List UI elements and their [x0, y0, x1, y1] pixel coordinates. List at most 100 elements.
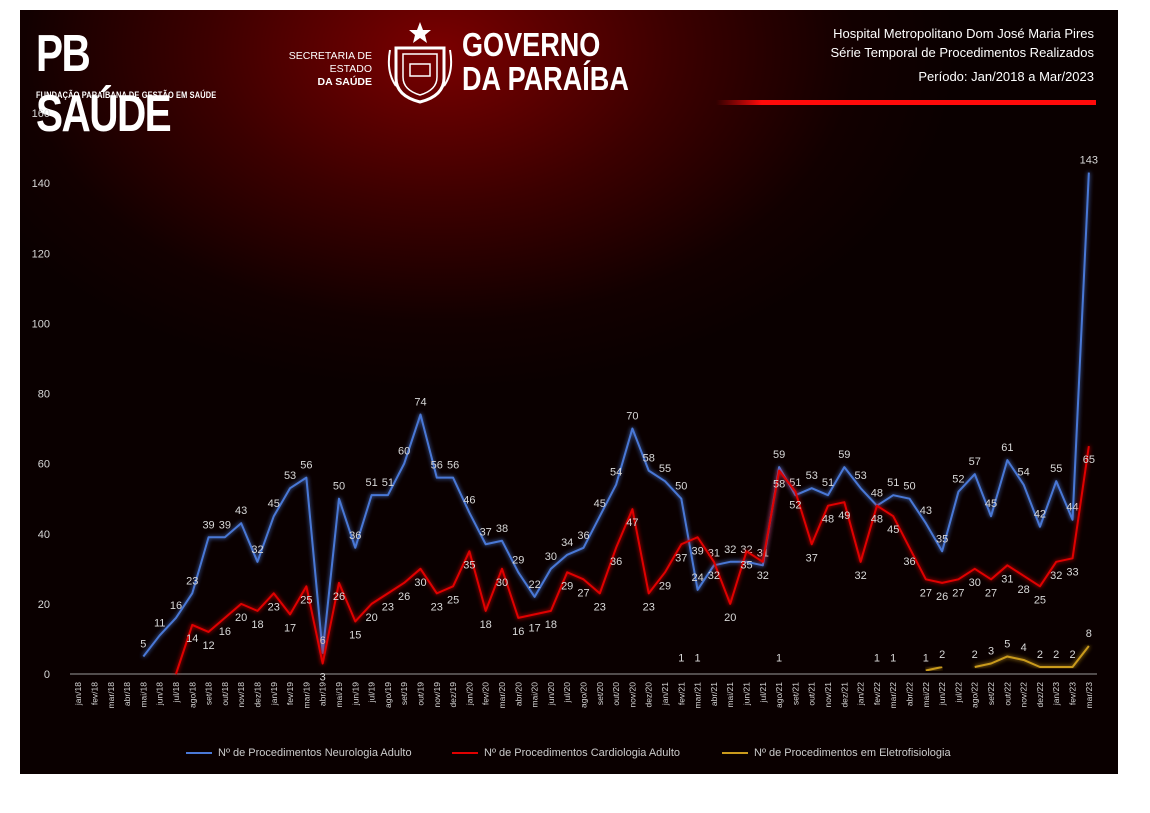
data-label-cardiologia: 58 — [773, 479, 785, 491]
data-label-cardiologia: 26 — [333, 591, 345, 603]
data-label-cardiologia: 30 — [969, 577, 981, 589]
data-label-eletrofisiologia: 2 — [972, 649, 978, 661]
x-tick-label: jan/21 — [660, 682, 670, 706]
data-label-cardiologia: 32 — [1050, 570, 1062, 582]
data-label-neurologia: 51 — [822, 477, 834, 489]
x-tick-label: out/18 — [220, 682, 230, 706]
x-tick-label: mai/22 — [921, 682, 931, 708]
data-label-neurologia: 74 — [414, 397, 426, 409]
data-label-neurologia: 143 — [1080, 155, 1098, 167]
x-tick-label: fev/20 — [481, 682, 491, 705]
data-label-cardiologia: 25 — [447, 594, 459, 606]
x-tick-label: jun/22 — [937, 682, 947, 706]
x-tick-label: fev/22 — [872, 682, 882, 705]
x-tick-label: jan/23 — [1051, 682, 1061, 706]
x-tick-label: fev/19 — [285, 682, 295, 705]
data-label-eletrofisiologia: 2 — [1053, 649, 1059, 661]
x-tick-label: abr/20 — [513, 682, 523, 706]
data-label-cardiologia: 16 — [219, 626, 231, 638]
data-label-cardiologia: 65 — [1083, 454, 1095, 466]
secretaria-line1: SECRETARIA DE ESTADO — [288, 50, 372, 75]
data-label-cardiologia: 27 — [952, 587, 964, 599]
data-label-cardiologia: 33 — [1066, 566, 1078, 578]
legend-swatch-eletrofisiologia — [722, 752, 748, 755]
data-label-neurologia: 34 — [561, 537, 573, 549]
x-tick-label: mai/20 — [530, 682, 540, 708]
data-label-neurologia: 44 — [1066, 502, 1078, 514]
data-label-neurologia: 54 — [1018, 467, 1030, 479]
x-tick-label: jun/21 — [742, 682, 752, 706]
data-label-neurologia: 51 — [382, 477, 394, 489]
series-line-eletrofisiologia — [925, 666, 943, 672]
state-crest-icon — [387, 22, 453, 104]
x-tick-label: ago/22 — [970, 682, 980, 708]
data-label-cardiologia: 30 — [414, 577, 426, 589]
data-label-eletrofisiologia: 1 — [776, 652, 782, 664]
x-tick-label: fev/21 — [676, 682, 686, 705]
x-tick-label: dez/22 — [1035, 682, 1045, 708]
x-tick-label: ago/21 — [774, 682, 784, 708]
data-label-cardiologia: 25 — [1034, 594, 1046, 606]
data-label-neurologia: 46 — [463, 495, 475, 507]
data-label-cardiologia: 39 — [691, 545, 703, 557]
x-tick-label: mar/19 — [301, 682, 311, 709]
data-label-neurologia: 38 — [496, 523, 508, 535]
data-label-cardiologia: 15 — [349, 629, 361, 641]
data-label-cardiologia: 20 — [235, 612, 247, 624]
data-label-neurologia: 57 — [969, 456, 981, 468]
secretaria-logo: SECRETARIA DE ESTADO DA SAÚDE — [246, 50, 372, 89]
y-tick-label: 20 — [38, 599, 50, 611]
x-tick-label: out/21 — [807, 682, 817, 706]
data-label-neurologia: 50 — [903, 481, 915, 493]
series-line-cardiologia — [175, 445, 1090, 675]
legend-label-eletrofisiologia: Nº de Procedimentos em Eletrofisiologia — [754, 747, 951, 759]
data-label-neurologia: 59 — [773, 449, 785, 461]
data-label-neurologia: 59 — [838, 449, 850, 461]
x-tick-label: mar/23 — [1084, 682, 1094, 709]
data-label-cardiologia: 36 — [610, 556, 622, 568]
x-tick-label: mai/21 — [725, 682, 735, 708]
data-label-neurologia: 45 — [594, 498, 606, 510]
data-label-cardiologia: 27 — [985, 587, 997, 599]
data-label-cardiologia: 17 — [528, 622, 540, 634]
data-label-neurologia: 31 — [708, 547, 720, 559]
data-label-cardiologia: 31 — [1001, 573, 1013, 585]
data-label-cardiologia: 52 — [789, 500, 801, 512]
data-label-eletrofisiologia: 1 — [890, 652, 896, 664]
data-label-neurologia: 56 — [431, 460, 443, 472]
x-tick-label: jan/20 — [464, 682, 474, 706]
x-tick-label: abr/22 — [905, 682, 915, 706]
legend-swatch-neurologia — [186, 752, 212, 755]
x-tick-label: jan/19 — [269, 682, 279, 706]
data-label-eletrofisiologia: 2 — [939, 649, 945, 661]
data-label-eletrofisiologia: 1 — [874, 652, 880, 664]
data-label-neurologia: 48 — [871, 488, 883, 500]
x-tick-label: nov/20 — [627, 682, 637, 708]
pb-saude-logo-subtitle: FUNDAÇÃO PARAIBANA DE GESTÃO EM SAÚDE — [36, 90, 217, 100]
x-tick-label: set/21 — [790, 682, 800, 705]
x-tick-label: jan/18 — [73, 682, 83, 706]
x-tick-label: mai/18 — [138, 682, 148, 708]
pb-saude-logo-text: PB SAÚDE — [36, 25, 172, 143]
data-label-cardiologia: 23 — [594, 601, 606, 613]
x-tick-label: jul/22 — [953, 682, 963, 704]
data-label-eletrofisiologia: 5 — [1004, 638, 1010, 650]
legend-swatch-cardiologia — [452, 752, 478, 755]
y-tick-label: 120 — [32, 248, 50, 260]
data-label-neurologia: 55 — [659, 463, 671, 475]
data-label-neurologia: 24 — [691, 572, 703, 584]
series-line-neurologia — [142, 172, 1090, 658]
pb-saude-logo: PB SAÚDE FUNDAÇÃO PARAIBANA DE GESTÃO EM… — [36, 24, 217, 143]
x-tick-label: nov/19 — [432, 682, 442, 708]
header-accent-line — [716, 100, 1096, 105]
data-label-neurologia: 53 — [284, 470, 296, 482]
data-label-cardiologia: 30 — [496, 577, 508, 589]
x-tick-label: abr/18 — [122, 682, 132, 706]
data-label-eletrofisiologia: 4 — [1021, 642, 1027, 654]
y-tick-label: 80 — [38, 389, 50, 401]
data-label-eletrofisiologia: 1 — [678, 652, 684, 664]
x-tick-label: out/20 — [611, 682, 621, 706]
x-tick-label: nov/21 — [823, 682, 833, 708]
hospital-name: Hospital Metropolitano Dom José Maria Pi… — [833, 26, 1094, 41]
data-label-cardiologia: 32 — [708, 570, 720, 582]
